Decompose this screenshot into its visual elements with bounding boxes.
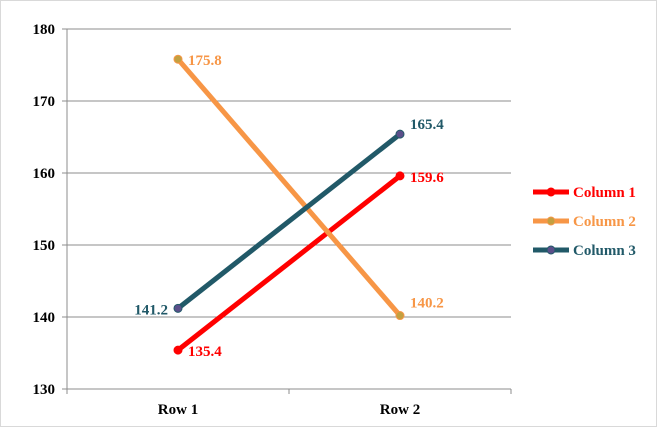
y-tick-label: 140 xyxy=(33,310,56,326)
legend-swatch-marker xyxy=(546,216,556,226)
data-label: 165.4 xyxy=(410,117,444,133)
data-point xyxy=(173,303,183,313)
legend-swatch-marker xyxy=(546,245,556,255)
data-point xyxy=(395,311,405,321)
data-label: 159.6 xyxy=(410,170,444,186)
legend-swatch-marker xyxy=(546,187,556,197)
y-tick-label: 180 xyxy=(33,22,56,38)
series-line-2 xyxy=(176,57,402,318)
legend-label: Column 1 xyxy=(573,185,636,201)
x-tick-label: Row 1 xyxy=(158,402,198,418)
y-tick-label: 170 xyxy=(33,94,56,110)
x-tick-label: Row 2 xyxy=(380,402,420,418)
data-label: 141.2 xyxy=(134,302,168,318)
data-point xyxy=(395,171,405,181)
y-tick-label: 160 xyxy=(33,166,56,182)
data-label: 175.8 xyxy=(188,53,222,69)
y-tick-label: 150 xyxy=(33,238,56,254)
y-tick-label: 130 xyxy=(33,382,56,398)
legend-label: Column 3 xyxy=(573,243,636,259)
legend-label: Column 2 xyxy=(573,214,636,230)
data-point xyxy=(173,345,183,355)
data-label: 140.2 xyxy=(410,296,444,312)
data-point xyxy=(395,129,405,139)
data-point xyxy=(173,54,183,64)
series-line-1 xyxy=(176,173,402,353)
data-label: 135.4 xyxy=(188,344,222,360)
series-line-3 xyxy=(176,132,402,311)
